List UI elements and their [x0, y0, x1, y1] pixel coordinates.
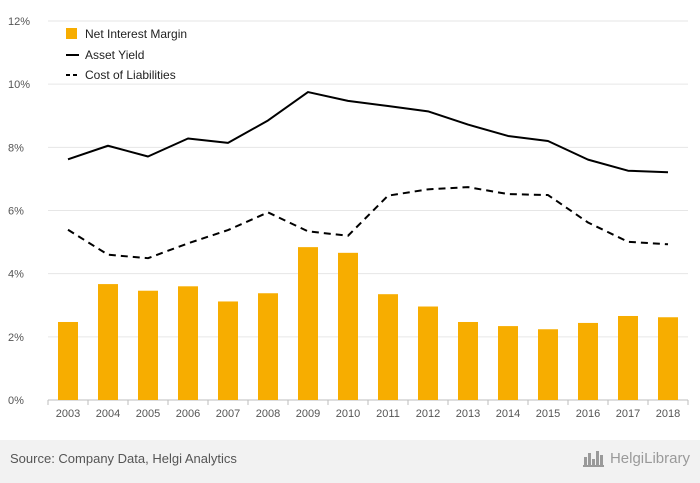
bar-net-interest-margin	[138, 290, 158, 400]
helgi-logo-icon	[582, 451, 604, 467]
legend: Net Interest Margin Asset Yield Cost of …	[66, 27, 187, 82]
brand-name: HelgiLibrary	[609, 449, 690, 467]
bar-net-interest-margin	[458, 321, 478, 400]
bar-net-interest-margin	[538, 329, 558, 400]
x-tick-label: 2005	[136, 408, 160, 420]
y-axis-ticks: 0% 2% 4% 6% 8% 10% 12%	[8, 16, 30, 407]
x-tick-label: 2007	[216, 408, 240, 420]
bar-series	[58, 247, 678, 400]
x-tick-label: 2008	[256, 408, 280, 420]
bar-net-interest-margin	[218, 301, 238, 400]
bar-net-interest-margin	[178, 286, 198, 400]
bar-net-interest-margin	[378, 294, 398, 400]
x-tick-label: 2006	[176, 408, 200, 420]
bar-net-interest-margin	[498, 326, 518, 400]
y-tick-label: 10%	[8, 79, 30, 91]
bar-net-interest-margin	[618, 315, 638, 400]
y-tick-label: 0%	[8, 395, 24, 407]
y-tick-label: 6%	[8, 206, 24, 218]
x-tick-label: 2017	[616, 408, 640, 420]
source-note: Source: Company Data, Helgi Analytics	[10, 451, 237, 466]
x-tick-label: 2004	[96, 408, 120, 420]
legend-swatch-net-interest-margin	[66, 28, 77, 39]
x-axis: 2003 2004 2005 2006 2007 2008 2009 2010 2011 2012…	[47, 400, 689, 420]
y-tick-label: 4%	[8, 269, 24, 281]
bar-net-interest-margin	[298, 247, 318, 400]
brand-logo[interactable]: HelgiLibrary	[582, 449, 690, 467]
y-tick-label: 8%	[8, 142, 24, 154]
chart: 0%2%4%6%8%10%12% 2003 2004 2005 2006 2007 200…	[8, 16, 689, 420]
bar-net-interest-margin	[578, 322, 598, 400]
line-cost-of-liabilities	[67, 186, 669, 260]
x-tick-label: 2003	[56, 408, 80, 420]
legend-label-cost-of-liabilities: Cost of Liabilities	[85, 68, 176, 82]
x-tick-label: 2018	[656, 408, 680, 420]
bar-net-interest-margin	[418, 306, 438, 400]
y-tick-label: 2%	[8, 332, 24, 344]
footer: Source: Company Data, Helgi Analytics He…	[0, 440, 700, 483]
x-tick-label: 2015	[536, 408, 560, 420]
line-series	[67, 91, 669, 260]
x-tick-label: 2009	[296, 408, 320, 420]
legend-label-net-interest-margin: Net Interest Margin	[85, 27, 187, 41]
legend-label-asset-yield: Asset Yield	[85, 48, 144, 62]
bar-net-interest-margin	[98, 284, 118, 400]
y-tick-label: 12%	[8, 16, 30, 28]
bar-net-interest-margin	[258, 293, 278, 400]
bar-net-interest-margin	[338, 252, 358, 400]
line-asset-yield	[67, 91, 669, 174]
x-tick-label: 2010	[336, 408, 360, 420]
x-tick-label: 2011	[376, 408, 400, 420]
x-tick-label: 2016	[576, 408, 600, 420]
x-tick-label: 2013	[456, 408, 480, 420]
bar-net-interest-margin	[658, 317, 678, 400]
x-tick-label: 2014	[496, 408, 520, 420]
x-tick-label: 2012	[416, 408, 440, 420]
bar-net-interest-margin	[58, 321, 78, 400]
